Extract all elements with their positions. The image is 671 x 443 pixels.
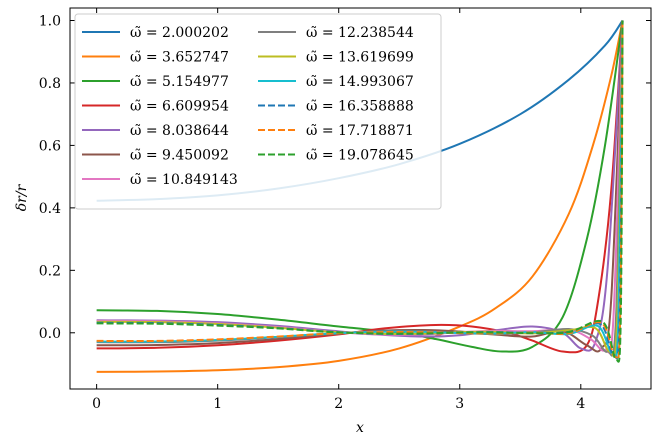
legend-label: ω̃ = 17.718871 xyxy=(306,123,414,139)
series-line-12 xyxy=(96,20,624,361)
y-tick-label: 0.8 xyxy=(39,76,61,92)
series-line-3 xyxy=(96,20,624,353)
x-tick-label: 2 xyxy=(334,396,343,412)
series-line-2 xyxy=(96,20,624,373)
series-layer xyxy=(96,19,624,373)
series-line-13 xyxy=(96,20,624,363)
y-tick-label: 0.0 xyxy=(39,326,61,342)
y-tick-label: 0.2 xyxy=(39,263,61,279)
legend-label: ω̃ = 10.849143 xyxy=(130,172,238,188)
x-tick-label: 3 xyxy=(455,396,464,412)
legend-label: ω̃ = 9.450092 xyxy=(130,148,229,164)
x-axis-label: x xyxy=(356,420,364,436)
series-line-4 xyxy=(96,20,624,354)
ticks-layer: 0 1 2 3 4 0.0 0.2 0.4 0.6 0.8 1.0 xyxy=(39,8,651,412)
legend-label: ω̃ = 3.652747 xyxy=(130,50,229,66)
x-tick-label: 0 xyxy=(92,396,101,412)
legend-label: ω̃ = 14.993067 xyxy=(306,74,414,90)
x-tick-label: 1 xyxy=(213,396,222,412)
plot-frame xyxy=(69,7,652,390)
legend-label: ω̃ = 2.000202 xyxy=(130,25,229,41)
y-axis-label: δr/r xyxy=(14,183,30,211)
legend-box xyxy=(74,13,442,210)
legend-label: ω̃ = 19.078645 xyxy=(306,148,414,164)
legend-label: ω̃ = 5.154977 xyxy=(130,74,229,90)
y-tick-label: 1.0 xyxy=(39,13,61,29)
legend: ω̃ = 2.000202 ω̃ = 3.652747 ω̃ = 5.154977 ω… xyxy=(74,13,442,210)
legend-label: ω̃ = 16.358888 xyxy=(306,99,414,115)
x-tick-label: 4 xyxy=(576,396,585,412)
legend-label: ω̃ = 8.038644 xyxy=(130,123,229,139)
y-tick-label: 0.4 xyxy=(39,201,61,217)
legend-label: ω̃ = 6.609954 xyxy=(130,99,229,115)
legend-label: ω̃ = 12.238544 xyxy=(306,25,414,41)
y-tick-label: 0.6 xyxy=(39,138,61,154)
legend-label: ω̃ = 13.619699 xyxy=(306,50,414,66)
